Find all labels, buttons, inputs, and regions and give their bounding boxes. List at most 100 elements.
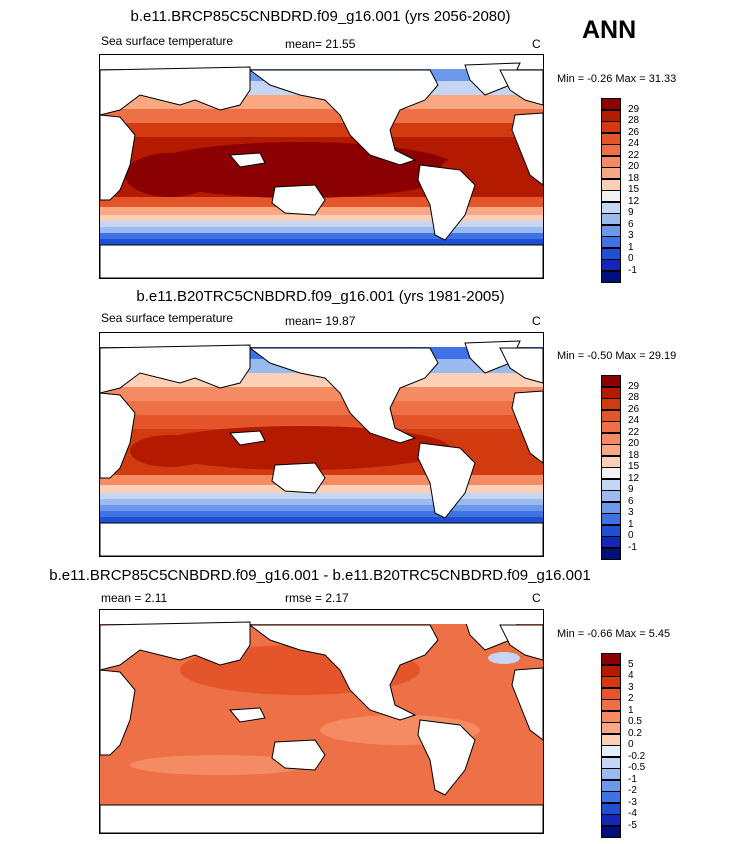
colorbar-swatch <box>601 132 621 145</box>
colorbar-tick-label: 6 <box>628 495 634 507</box>
colorbar-swatch <box>601 745 621 757</box>
colorbar-tick-label: 9 <box>628 207 634 218</box>
colorbar-swatch <box>601 409 621 422</box>
colorbar-tick-label: 29 <box>628 380 640 392</box>
colorbar-tick-label: 24 <box>628 138 640 149</box>
colorbar-swatch <box>601 664 621 677</box>
colorbar-tick-label: -1 <box>628 541 637 553</box>
colorbar-swatch <box>601 687 621 700</box>
colorbar-tick-label: -0.5 <box>628 762 646 773</box>
colorbar-swatch <box>601 467 621 479</box>
panel3-units: C <box>532 591 541 605</box>
panel1-minmax: Min = -0.26 Max = 31.33 <box>557 73 677 85</box>
colorbar-swatch <box>601 825 621 838</box>
colorbar-swatch <box>601 547 621 560</box>
colorbar-tick-label: 0 <box>628 530 634 541</box>
colorbar-tick-label: 1 <box>628 704 634 716</box>
colorbar-swatch <box>601 513 621 525</box>
colorbar-swatch <box>601 375 621 387</box>
colorbar-swatch <box>601 236 621 248</box>
colorbar-swatch <box>601 779 621 792</box>
colorbar-tick-label: -0.2 <box>628 750 646 762</box>
panel2-units: C <box>532 314 541 328</box>
colorbar-swatch <box>601 190 621 202</box>
season-label: ANN <box>582 16 637 44</box>
colorbar-swatch <box>601 733 621 746</box>
colorbar-swatch <box>601 814 621 826</box>
panel3-diff-field <box>100 610 543 833</box>
colorbar-tick-label: 20 <box>628 438 640 449</box>
panel2-minmax: Min = -0.50 Max = 29.19 <box>557 350 677 362</box>
colorbar-tick-label: 12 <box>628 472 640 484</box>
colorbar-swatch <box>601 432 621 445</box>
colorbar-tick-label: 3 <box>628 681 634 693</box>
colorbar-swatch <box>601 653 621 665</box>
colorbar-tick-label: 0.5 <box>628 716 642 727</box>
colorbar-swatch <box>601 444 621 456</box>
panel3-rmse: rmse = 2.17 <box>285 591 349 605</box>
colorbar-tick-label: -1 <box>628 773 637 785</box>
colorbar-tick-label: 28 <box>628 392 640 403</box>
colorbar-tick-label: 9 <box>628 484 634 495</box>
colorbar-swatch <box>601 167 621 179</box>
colorbar-swatch <box>601 201 621 214</box>
colorbar-swatch <box>601 768 621 780</box>
colorbar-swatch <box>601 501 621 514</box>
colorbar-swatch <box>601 398 621 410</box>
colorbar-swatch <box>601 490 621 502</box>
colorbar-tick-label: 0 <box>628 253 634 264</box>
colorbar-tick-label: 22 <box>628 426 640 438</box>
colorbar-tick-label: 18 <box>628 449 640 461</box>
colorbar-tick-label: 22 <box>628 149 640 161</box>
colorbar-swatch <box>601 455 621 468</box>
colorbar-tick-label: -1 <box>628 264 637 276</box>
colorbar-swatch <box>601 802 621 815</box>
colorbar-tick-label: 2 <box>628 693 634 704</box>
colorbar-swatch <box>601 756 621 769</box>
panel1-title: b.e11.BRCP85C5CNBDRD.f09_g16.001 (yrs 20… <box>130 8 511 25</box>
colorbar-tick-label: 15 <box>628 184 640 195</box>
colorbar-tick-label: 24 <box>628 415 640 426</box>
colorbar-tick-label: -3 <box>628 796 637 808</box>
colorbar-swatch <box>601 699 621 711</box>
colorbar-tick-label: 0 <box>628 739 634 750</box>
colorbar-tick-label: 1 <box>628 241 634 253</box>
colorbar-swatch <box>601 121 621 133</box>
colorbar-tick-label: 18 <box>628 172 640 184</box>
colorbar-tick-label: -4 <box>628 808 637 819</box>
colorbar-tick-label: 1 <box>628 518 634 530</box>
colorbar-tick-label: 0.2 <box>628 727 642 739</box>
panel3-minmax: Min = -0.66 Max = 5.45 <box>557 628 671 640</box>
colorbar-swatch <box>601 247 621 260</box>
panel1-mean: mean= 21.55 <box>285 37 356 51</box>
panel2-sst-field <box>100 333 543 556</box>
colorbar-swatch <box>601 259 621 271</box>
colorbar-tick-label: 20 <box>628 161 640 172</box>
colorbar-tick-label: 26 <box>628 403 640 415</box>
colorbar-swatch <box>601 213 621 225</box>
panel1-field-label: Sea surface temperature <box>101 34 234 48</box>
colorbar-swatch <box>601 676 621 688</box>
colorbar-tick-label: 26 <box>628 126 640 138</box>
panel1-sst-field <box>100 55 543 278</box>
colorbar-swatch <box>601 386 621 399</box>
colorbar-tick-label: 3 <box>628 230 634 241</box>
panel3-title: b.e11.BRCP85C5CNBDRD.f09_g16.001 - b.e11… <box>49 567 591 584</box>
panel1-units: C <box>532 37 541 51</box>
colorbar-swatch <box>601 478 621 491</box>
colorbar-swatch <box>601 144 621 156</box>
colorbar-tick-label: 6 <box>628 218 634 230</box>
panel2-title: b.e11.B20TRC5CNBDRD.f09_g16.001 (yrs 198… <box>136 288 505 305</box>
colorbar-tick-label: 12 <box>628 195 640 207</box>
colorbar-tick-label: 5 <box>628 658 634 670</box>
colorbar-tick-label: -5 <box>628 819 637 831</box>
colorbar-swatch <box>601 109 621 122</box>
colorbar-swatch <box>601 270 621 283</box>
colorbar-tick-label: -2 <box>628 785 637 796</box>
colorbar-swatch <box>601 178 621 191</box>
colorbar-tick-label: 15 <box>628 461 640 472</box>
panel3-mean: mean = 2.11 <box>101 591 168 605</box>
panel2-mean: mean= 19.87 <box>285 314 356 328</box>
colorbar-tick-label: 29 <box>628 103 640 115</box>
panel3-map <box>99 609 544 834</box>
